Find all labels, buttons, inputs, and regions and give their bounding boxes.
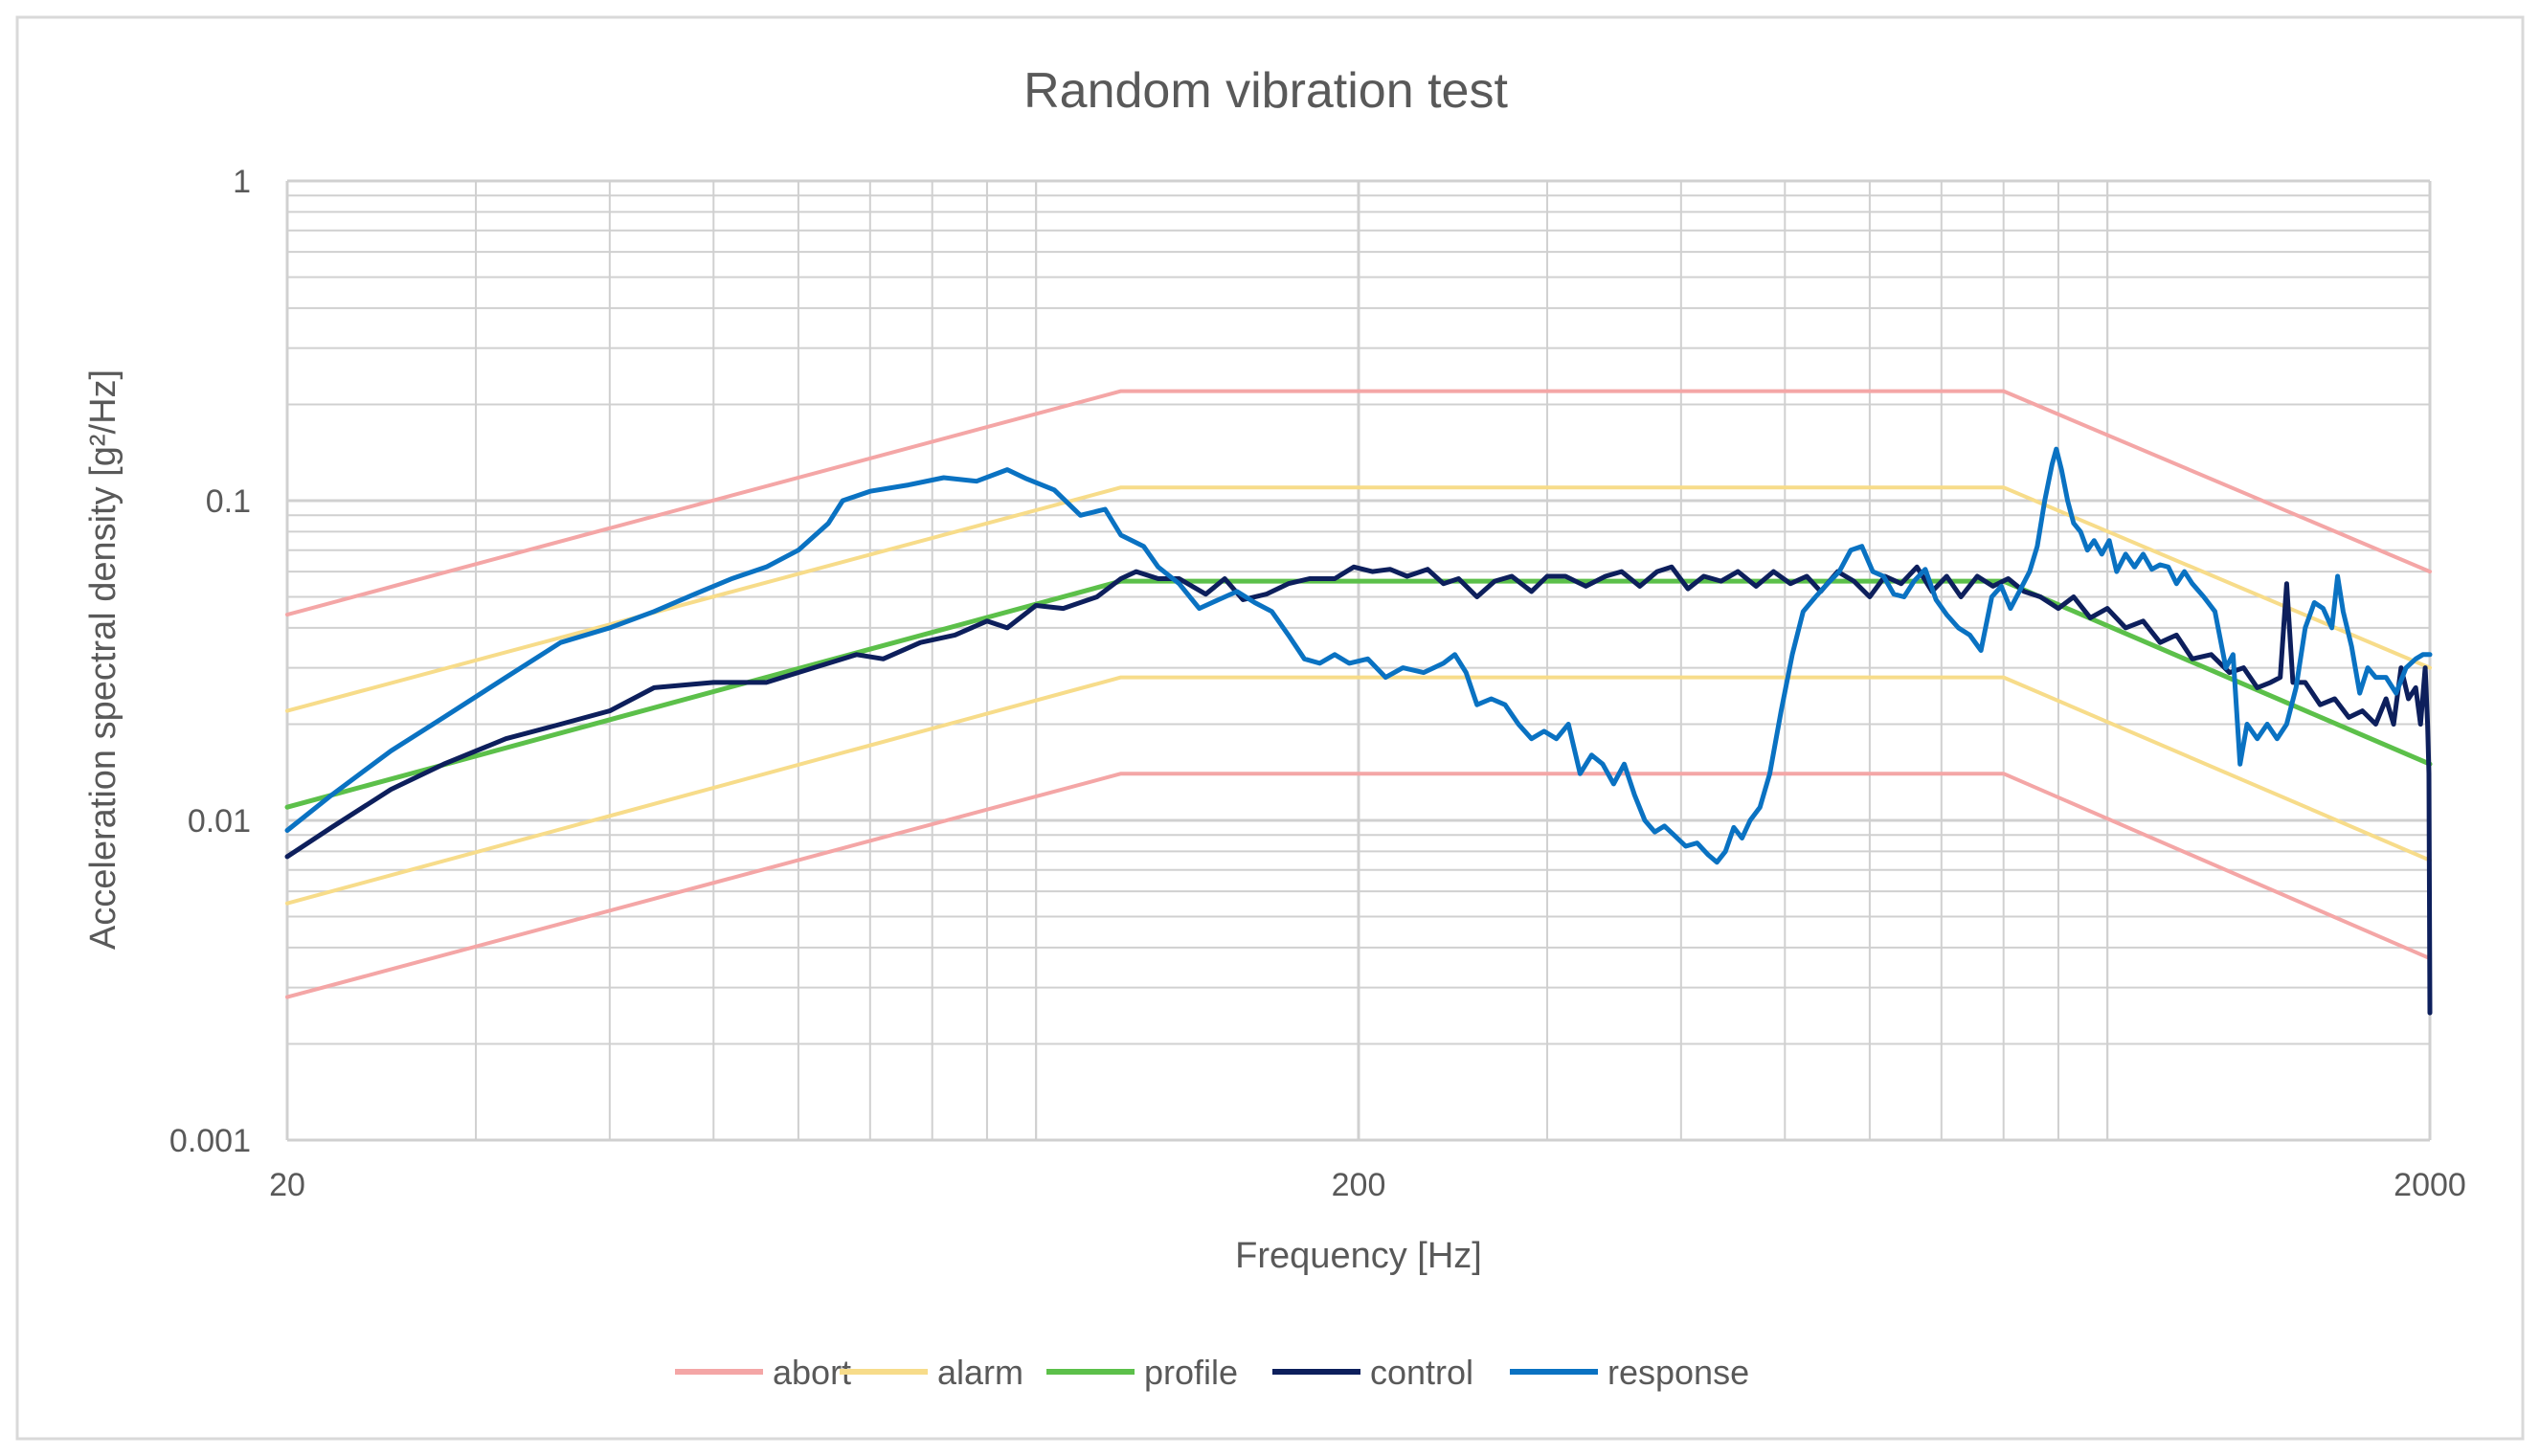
x-tick-label: 20	[269, 1167, 305, 1203]
series-line-alarm	[285, 485, 2432, 713]
chart-frame	[15, 15, 2525, 1441]
tick-layer: 20 200 2000 1 0.1 0.01 0.001	[169, 164, 2466, 1203]
series-line-control	[284, 564, 2433, 1016]
y-tick-label: 1	[233, 164, 251, 200]
x-tick-label: 200	[1332, 1167, 1386, 1203]
x-axis-label: Frequency [Hz]	[1235, 1236, 1482, 1276]
y-tick-label: 0.1	[206, 483, 251, 520]
legend-item-abort: abort	[675, 1353, 851, 1392]
legend-item-response: response	[1510, 1353, 1749, 1392]
series-line-response	[284, 446, 2433, 865]
series-line-abort	[285, 389, 2432, 617]
series-layer	[284, 389, 2433, 1016]
legend-label: response	[1607, 1353, 1749, 1392]
y-tick-label: 0.001	[169, 1123, 251, 1159]
series-line-abort	[285, 772, 2432, 999]
legend-label: abort	[773, 1353, 851, 1392]
y-tick-label: 0.01	[188, 803, 251, 840]
legend-item-control: control	[1272, 1353, 1473, 1392]
x-tick-label: 2000	[2394, 1167, 2466, 1203]
legend-label: alarm	[937, 1353, 1023, 1392]
chart-title: Random vibration test	[1023, 63, 1508, 119]
y-axis-label: Acceleration spectral density [g²/Hz]	[83, 370, 124, 950]
legend-label: control	[1370, 1353, 1473, 1392]
series-line-alarm	[285, 675, 2432, 906]
series-line-profile	[284, 578, 2433, 810]
legend-item-profile: profile	[1046, 1353, 1238, 1392]
legend-label: profile	[1144, 1353, 1238, 1392]
legend: abort alarm profile control response	[675, 1353, 1749, 1392]
grid-layer	[285, 179, 2432, 1142]
legend-item-alarm: alarm	[840, 1353, 1023, 1392]
